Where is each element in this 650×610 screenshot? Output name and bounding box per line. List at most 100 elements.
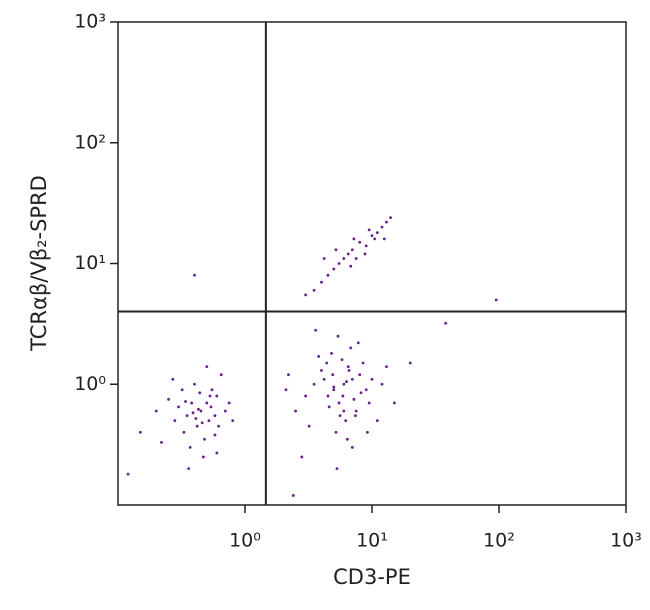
- event-dot: [366, 430, 369, 434]
- event-dot: [322, 257, 326, 260]
- event-dot: [349, 346, 353, 350]
- event-dot: [380, 225, 384, 229]
- event-dot: [353, 414, 357, 418]
- event-dot: [338, 414, 342, 418]
- event-dot: [342, 382, 346, 386]
- event-dot: [330, 352, 333, 355]
- y-tick-label: 10³: [74, 11, 106, 33]
- event-dot: [375, 419, 379, 422]
- event-dot: [350, 445, 354, 449]
- event-dot: [294, 409, 297, 413]
- event-dot: [203, 437, 206, 441]
- event-dot: [345, 437, 349, 441]
- event-dot: [356, 341, 360, 345]
- event-dot: [314, 328, 318, 332]
- event-dot: [312, 288, 316, 292]
- event-dot: [198, 391, 202, 395]
- x-tick-label: 10³: [610, 530, 642, 552]
- event-dot: [337, 401, 341, 405]
- event-dot: [195, 424, 199, 428]
- event-dot: [138, 430, 142, 434]
- event-dot: [284, 388, 288, 392]
- event-dot: [344, 419, 348, 422]
- y-axis-title: TCRαβ/Vβ₂-SPRD: [27, 175, 51, 352]
- event-dot: [304, 293, 307, 297]
- x-tick-label: 10⁰: [229, 530, 261, 552]
- event-dot: [208, 394, 212, 398]
- event-dot: [380, 382, 384, 386]
- event-dot: [335, 467, 339, 471]
- y-tick-label: 10¹: [74, 252, 106, 274]
- event-dot: [210, 388, 214, 392]
- event-dot: [444, 321, 448, 325]
- event-dot: [334, 430, 338, 434]
- event-dot: [354, 409, 358, 413]
- event-dot: [304, 394, 307, 398]
- event-dot: [312, 382, 316, 386]
- event-dot: [190, 401, 194, 405]
- event-dot: [287, 373, 290, 377]
- event-dot: [197, 407, 200, 411]
- event-dot: [364, 388, 368, 392]
- event-dot: [358, 240, 362, 244]
- event-dot: [342, 257, 346, 260]
- event-dot: [334, 248, 338, 252]
- event-dot: [177, 405, 180, 409]
- plot-frame: [117, 21, 627, 506]
- event-dot: [408, 361, 412, 365]
- event-dot: [326, 394, 330, 398]
- event-dot: [307, 424, 311, 428]
- event-dot: [209, 405, 213, 409]
- event-dot: [213, 414, 217, 418]
- event-dot: [191, 411, 195, 415]
- event-dot: [160, 440, 163, 444]
- event-dot: [182, 430, 186, 434]
- event-dot: [188, 445, 192, 449]
- event-dot: [350, 248, 354, 252]
- x-tick-label: 10²: [483, 530, 515, 552]
- event-dot: [300, 455, 304, 459]
- event-dot: [171, 377, 175, 381]
- event-dot: [346, 365, 350, 369]
- y-tick-label: 10²: [74, 131, 106, 153]
- event-dot: [320, 369, 323, 372]
- event-dot: [367, 228, 371, 232]
- event-dot: [215, 394, 219, 398]
- event-dot: [154, 409, 158, 413]
- event-dot: [332, 267, 336, 271]
- event-dot: [340, 358, 344, 362]
- event-dot: [352, 397, 356, 401]
- event-dot: [217, 424, 221, 428]
- event-dot: [332, 385, 336, 389]
- event-dot: [350, 377, 354, 381]
- event-dot: [327, 405, 331, 409]
- event-dot: [370, 234, 374, 238]
- event-dot: [336, 334, 340, 338]
- event-dot: [223, 409, 227, 413]
- event-dot: [392, 401, 396, 405]
- event-dot: [331, 373, 335, 377]
- event-dot: [231, 419, 235, 422]
- event-dot: [219, 373, 223, 377]
- event-dot: [215, 451, 219, 455]
- event-dot: [167, 397, 170, 401]
- event-dot: [194, 417, 198, 420]
- event-dot: [291, 494, 295, 497]
- event-dot: [332, 388, 336, 392]
- event-dot: [337, 262, 341, 265]
- event-dot: [317, 355, 321, 358]
- event-dot: [345, 380, 348, 384]
- event-dot: [352, 237, 356, 241]
- event-dot: [320, 280, 323, 284]
- event-dot: [205, 401, 209, 405]
- event-dot: [375, 231, 379, 235]
- event-dot: [200, 421, 204, 425]
- event-dot: [207, 419, 211, 422]
- event-dot: [193, 273, 196, 277]
- event-dot: [364, 244, 368, 248]
- event-dot: [385, 365, 388, 369]
- x-axis-title: CD3-PE: [333, 565, 411, 589]
- event-dot: [389, 216, 392, 219]
- event-dot: [358, 373, 362, 377]
- event-dot: [370, 377, 374, 381]
